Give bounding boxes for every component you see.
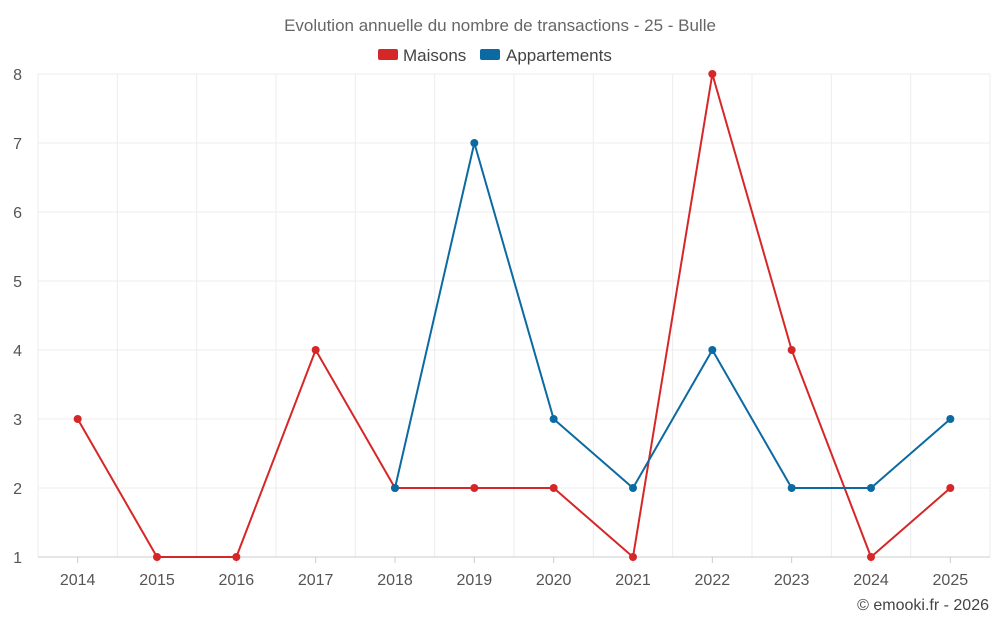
x-tick-label: 2025 <box>933 572 969 589</box>
x-tick-label: 2016 <box>219 572 255 589</box>
legend-label-appartements: Appartements <box>506 46 612 65</box>
data-point-maisons-2024[interactable] <box>867 553 875 561</box>
y-tick-label: 3 <box>13 412 22 429</box>
y-axis-ticks: 1 2 3 4 5 6 7 8 <box>13 67 22 567</box>
data-point-maisons-2015[interactable] <box>153 553 161 561</box>
data-point-maisons-2016[interactable] <box>232 553 241 561</box>
data-point-maisons-2019[interactable] <box>470 484 479 492</box>
data-point-maisons-2014[interactable] <box>73 415 82 423</box>
legend-label-maisons: Maisons <box>403 46 466 65</box>
y-tick-label: 6 <box>13 205 22 222</box>
data-point-appartements-2019[interactable] <box>470 139 479 147</box>
chart-title: Evolution annuelle du nombre de transact… <box>284 16 716 35</box>
x-tick-label: 2019 <box>457 572 493 589</box>
credit-text: © emooki.fr - 2026 <box>857 597 989 614</box>
series-appartements <box>391 139 955 492</box>
legend-swatch-appartements <box>480 49 500 60</box>
x-tick-label: 2017 <box>298 572 334 589</box>
data-point-appartements-2021[interactable] <box>629 484 637 492</box>
series-line-appartements <box>394 142 951 489</box>
data-point-maisons-2017[interactable] <box>311 346 320 354</box>
y-tick-label: 4 <box>13 343 22 360</box>
data-point-maisons-2022[interactable] <box>708 70 717 78</box>
x-tick-label: 2021 <box>615 572 651 589</box>
x-axis-ticks: 2014 2015 2016 2017 2018 2019 2020 2021 2022 2023… <box>60 557 968 589</box>
data-point-appartements-2020[interactable] <box>549 415 558 423</box>
legend-swatch-maisons <box>378 49 398 60</box>
data-point-appartements-2022[interactable] <box>708 346 717 354</box>
data-point-appartements-2023[interactable] <box>787 484 796 492</box>
x-tick-label: 2018 <box>377 572 413 589</box>
series-line-maisons <box>76 73 951 558</box>
y-tick-label: 7 <box>13 136 22 153</box>
grid <box>37 73 991 557</box>
y-tick-label: 5 <box>13 274 22 291</box>
data-point-appartements-2025[interactable] <box>946 415 955 423</box>
x-tick-label: 2023 <box>774 572 810 589</box>
data-point-maisons-2021[interactable] <box>629 553 637 561</box>
legend-item-appartements[interactable]: Appartements <box>480 46 612 65</box>
x-tick-label: 2020 <box>536 572 572 589</box>
legend: Maisons Appartements <box>378 46 612 65</box>
series <box>73 70 955 561</box>
y-tick-label: 8 <box>13 67 22 84</box>
data-point-appartements-2018[interactable] <box>391 484 399 492</box>
x-tick-label: 2015 <box>139 572 175 589</box>
y-tick-label: 1 <box>13 550 22 567</box>
data-point-maisons-2023[interactable] <box>787 346 796 354</box>
data-point-maisons-2025[interactable] <box>946 484 955 492</box>
x-tick-label: 2014 <box>60 572 96 589</box>
data-point-maisons-2020[interactable] <box>549 484 558 492</box>
data-point-appartements-2024[interactable] <box>867 484 875 492</box>
x-tick-label: 2024 <box>853 572 889 589</box>
legend-item-maisons[interactable]: Maisons <box>378 46 466 65</box>
x-tick-label: 2022 <box>695 572 731 589</box>
y-tick-label: 2 <box>13 481 22 498</box>
